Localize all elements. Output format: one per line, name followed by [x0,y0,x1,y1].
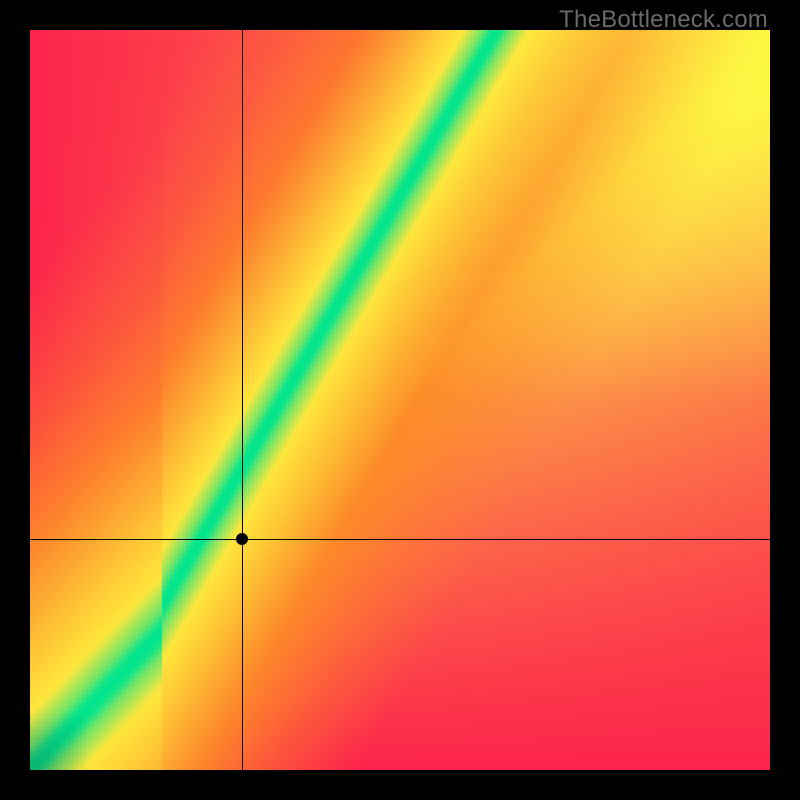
heatmap-canvas [30,30,770,770]
chart-frame: TheBottleneck.com [0,0,800,800]
plot-area [30,30,770,770]
crosshair-vertical [242,30,243,770]
crosshair-horizontal [30,539,770,540]
datapoint-marker [236,533,248,545]
